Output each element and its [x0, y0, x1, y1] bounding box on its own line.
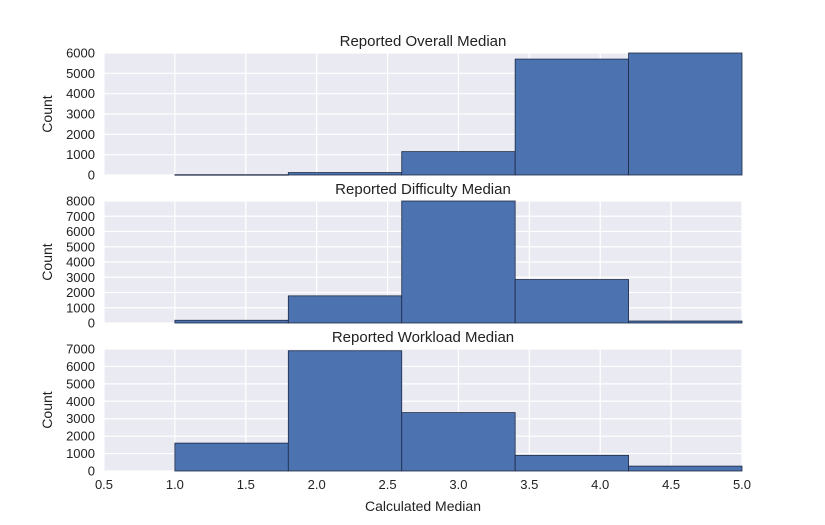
bar-2-1 [174, 319, 289, 324]
y-tick-label: 3000 [66, 411, 95, 426]
y-tick-label: 1000 [66, 300, 95, 315]
y-tick-label: 7000 [66, 342, 95, 357]
y-tick-label: 3000 [66, 107, 95, 122]
y-axis-label-3: Count [39, 391, 55, 428]
y-tick-label: 2000 [66, 285, 95, 300]
y-tick-label: 7000 [66, 209, 95, 224]
x-tick-label: 3.0 [449, 477, 467, 492]
bar-1-4 [514, 58, 629, 176]
y-tick-label: 5000 [66, 376, 95, 391]
y-tick-label: 6000 [66, 224, 95, 239]
y-tick-label: 0 [88, 464, 95, 479]
panel-title-1: Reported Overall Median [340, 33, 507, 50]
x-tick-label: 4.0 [591, 477, 609, 492]
bar-3-4 [514, 454, 629, 472]
panel-title-2: Reported Difficulty Median [335, 181, 511, 198]
y-tick-label: 6000 [66, 46, 95, 61]
y-tick-label: 6000 [66, 359, 95, 374]
y-tick-label: 5000 [66, 66, 95, 81]
y-tick-label: 0 [88, 168, 95, 183]
x-tick-label: 1.5 [237, 477, 255, 492]
y-axis-label-2: Count [39, 243, 55, 280]
y-tick-label: 1000 [66, 147, 95, 162]
x-tick-label: 5.0 [733, 477, 751, 492]
panel-title-3: Reported Workload Median [332, 329, 514, 346]
y-axis-label-1: Count [39, 95, 55, 132]
bar-1-1 [174, 174, 289, 176]
y-tick-label: 4000 [66, 255, 95, 270]
x-tick-label: 2.0 [308, 477, 326, 492]
y-tick-label: 8000 [66, 194, 95, 209]
x-tick-label: 1.0 [166, 477, 184, 492]
x-tick-label: 3.5 [520, 477, 538, 492]
bar-3-3 [401, 412, 516, 472]
bar-2-4 [514, 279, 629, 324]
bar-3-1 [174, 442, 289, 472]
y-tick-label: 2000 [66, 127, 95, 142]
x-tick-label: 4.5 [662, 477, 680, 492]
bar-2-3 [401, 200, 516, 324]
bar-2-5 [628, 320, 743, 324]
bar-1-5 [628, 52, 743, 176]
x-tick-label: 0.5 [95, 477, 113, 492]
y-tick-label: 1000 [66, 446, 95, 461]
y-tick-label: 5000 [66, 239, 95, 254]
y-tick-label: 4000 [66, 394, 95, 409]
bar-1-2 [287, 172, 403, 176]
bar-3-5 [628, 465, 743, 472]
y-tick-label: 3000 [66, 270, 95, 285]
bar-3-2 [287, 350, 403, 472]
y-tick-label: 0 [88, 316, 95, 331]
bar-1-3 [401, 151, 516, 176]
y-tick-label: 2000 [66, 429, 95, 444]
x-tick-label: 2.5 [379, 477, 397, 492]
y-tick-label: 4000 [66, 86, 95, 101]
bar-2-2 [287, 295, 403, 324]
x-axis-label: Calculated Median [365, 498, 481, 514]
